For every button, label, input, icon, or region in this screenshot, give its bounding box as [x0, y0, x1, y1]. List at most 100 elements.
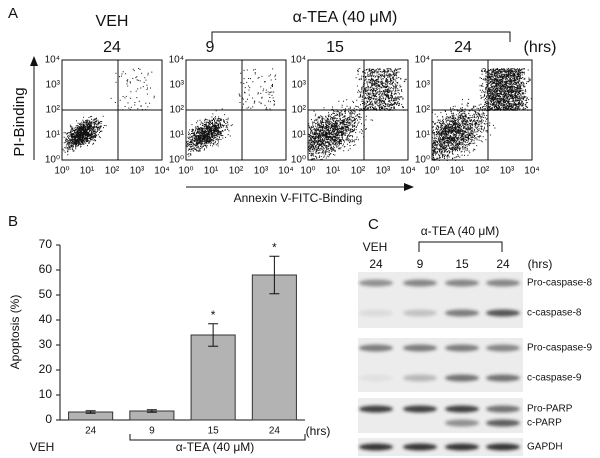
bracket — [129, 434, 306, 441]
x-tick-label: 10⁰ — [178, 166, 193, 177]
x-tick-label: 10³ — [130, 166, 145, 177]
panel-label: B — [8, 213, 18, 230]
band — [403, 374, 437, 382]
band — [445, 443, 479, 451]
y-tick-label: 10¹ — [46, 130, 61, 141]
time-label: 9 — [417, 257, 424, 271]
treatment-label: α-TEA (40 μM) — [421, 224, 500, 238]
time-label: 9 — [206, 39, 215, 56]
y-tick-label: 10⁴ — [45, 55, 60, 66]
y-tick-label: 10⁴ — [169, 55, 184, 66]
scatter-dots — [432, 68, 532, 161]
x-tick-label: 10³ — [376, 166, 391, 177]
band — [359, 443, 393, 451]
bracket — [211, 31, 511, 42]
x-tick-label: 10⁴ — [400, 166, 415, 177]
scatter-dots — [186, 68, 277, 157]
time-label: 15 — [455, 257, 469, 271]
time-label: 24 — [454, 39, 472, 56]
x-tick-label: 10³ — [254, 166, 269, 177]
time-label: 24 — [369, 257, 383, 271]
x-tick-label: 10² — [351, 166, 366, 177]
control-label: VEH — [363, 240, 388, 254]
x-tick-label: 10¹ — [450, 166, 465, 177]
time-label: 24 — [496, 257, 510, 271]
band — [403, 405, 437, 413]
x-tick-label: 24 — [85, 426, 97, 437]
error-bar — [269, 255, 280, 295]
western-blot: 24 9 15 24 Pro-caspase-8 c-caspase-8 Pro-caspa… — [358, 257, 592, 456]
band — [486, 279, 520, 287]
flow-plots: 2410⁰10⁰10¹10¹10²10²10³10³10⁴10⁴910⁰10⁰1… — [45, 39, 540, 176]
bar — [190, 334, 236, 421]
time-label: 15 — [326, 39, 344, 56]
band — [486, 443, 520, 451]
band — [359, 405, 393, 413]
x-tick-label: 10² — [475, 166, 490, 177]
panel-label: A — [8, 5, 18, 22]
band — [403, 279, 437, 287]
band — [445, 279, 479, 287]
y-tick-label: 10² — [170, 105, 185, 116]
x-tick-label: 10¹ — [80, 166, 95, 177]
time-label: 24 — [103, 39, 121, 56]
y-tick-label: 10³ — [416, 80, 431, 91]
y-tick-label: 10² — [416, 105, 431, 116]
x-tick-label: 10⁰ — [424, 166, 439, 177]
y-tick-label: 10⁴ — [291, 55, 306, 66]
time-unit: (hrs) — [528, 257, 553, 271]
x-unit: (hrs) — [306, 424, 331, 438]
time-unit: (hrs) — [524, 39, 557, 56]
band — [359, 309, 393, 317]
band-label: Pro-PARP — [527, 404, 573, 415]
x-tick-label: 10⁴ — [278, 166, 293, 177]
scatter-dots — [62, 68, 155, 156]
significance-mark: * — [211, 308, 216, 322]
y-tick-label: 10⁰ — [169, 155, 184, 166]
control-label: VEH — [30, 440, 55, 454]
y-tick-label: 30 — [39, 337, 53, 351]
bar — [251, 274, 297, 421]
band — [403, 443, 437, 451]
blot-strip — [358, 398, 523, 433]
x-tick-label: 10¹ — [326, 166, 341, 177]
x-tick-label: 10² — [229, 166, 244, 177]
x-tick-label: 24 — [269, 426, 281, 437]
x-tick-label: 10⁴ — [524, 166, 539, 177]
band-label: Pro-caspase-9 — [527, 343, 592, 354]
band — [445, 419, 479, 427]
y-tick-label: 10¹ — [292, 130, 307, 141]
y-tick-label: 10³ — [46, 80, 61, 91]
y-tick-label: 10 — [39, 387, 53, 401]
y-tick-label: 10¹ — [170, 130, 185, 141]
y-tick-label: 10⁰ — [291, 155, 306, 166]
band-label: c-caspase-8 — [527, 308, 582, 319]
band — [445, 405, 479, 413]
y-tick-label: 50 — [39, 287, 53, 301]
x-tick-label: 10⁰ — [54, 166, 69, 177]
x-tick-label: 15 — [208, 426, 220, 437]
x-tick-label: 10⁰ — [300, 166, 315, 177]
x-tick-label: 10² — [105, 166, 120, 177]
band — [359, 279, 393, 287]
band — [359, 374, 393, 382]
bracket — [418, 241, 503, 252]
band-label: Pro-caspase-8 — [527, 278, 592, 289]
significance-mark: * — [272, 240, 277, 254]
band — [486, 374, 520, 382]
band — [403, 309, 437, 317]
y-tick-label: 20 — [39, 362, 53, 376]
band — [359, 344, 393, 352]
x-tick-label: 10³ — [500, 166, 515, 177]
blot-strip — [358, 438, 523, 456]
y-tick-label: 10⁰ — [415, 155, 430, 166]
y-tick-label: 70 — [39, 237, 53, 251]
y-tick-label: 10³ — [170, 80, 185, 91]
x-tick-label: 10⁴ — [154, 166, 169, 177]
error-bar — [85, 410, 96, 414]
y-tick-label: 10⁰ — [45, 155, 60, 166]
error-bar — [208, 323, 219, 347]
y-tick-label: 10³ — [292, 80, 307, 91]
y-axis-label: Apoptosis (%) — [8, 295, 22, 370]
